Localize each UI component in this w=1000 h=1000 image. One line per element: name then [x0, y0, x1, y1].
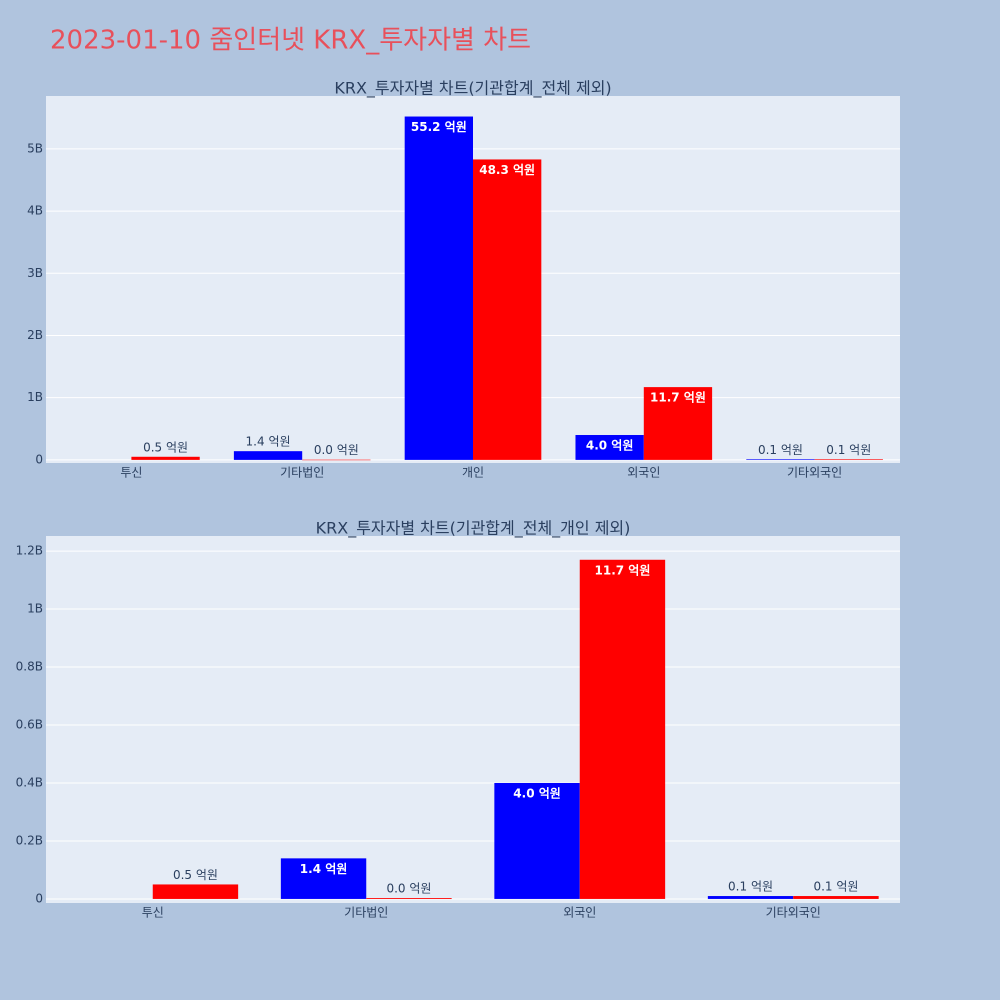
bar	[494, 782, 580, 899]
y-tick-label: 3B	[27, 266, 43, 280]
y-tick-label: 1B	[27, 390, 43, 404]
y-tick-label: 0.2B	[16, 833, 43, 847]
x-tick-label: 투신	[120, 466, 142, 480]
x-tick-label: 기타법인	[280, 466, 324, 480]
bar	[814, 459, 883, 460]
x-tick-label: 기타외국인	[787, 466, 842, 480]
bar	[746, 459, 815, 460]
bar	[643, 387, 713, 460]
bar	[473, 159, 542, 460]
bar	[793, 896, 879, 899]
bar	[707, 896, 794, 899]
y-tick-label: 1.2B	[16, 544, 43, 558]
data-label: 4.0 억원	[586, 439, 634, 453]
y-tick-label: 2B	[27, 328, 43, 342]
y-tick-label: 0.6B	[16, 718, 43, 732]
y-tick-label: 0.4B	[16, 775, 43, 789]
bar	[575, 435, 644, 460]
x-tick-label: 기타외국인	[766, 906, 821, 920]
y-tick-label: 0.8B	[16, 660, 43, 674]
y-tick-label: 0	[35, 891, 43, 905]
data-label: 4.0 억원	[513, 786, 561, 800]
data-label: 1.4 억원	[300, 862, 348, 876]
bar	[302, 459, 371, 461]
data-label: 1.4 억원	[246, 435, 291, 449]
data-label: 11.7 억원	[650, 391, 706, 405]
y-tick-label: 5B	[27, 141, 43, 155]
data-label: 0.5 억원	[173, 868, 218, 882]
data-label: 0.1 억원	[728, 880, 773, 894]
x-tick-label: 기타법인	[344, 906, 388, 920]
y-tick-label: 0	[35, 452, 43, 466]
data-label: 55.2 억원	[411, 120, 467, 134]
bar	[233, 451, 303, 460]
data-label: 0.0 억원	[314, 443, 359, 457]
plot-area	[46, 536, 900, 903]
y-tick-label: 4B	[27, 204, 43, 218]
x-tick-label: 개인	[462, 466, 484, 480]
x-tick-label: 외국인	[563, 906, 596, 920]
bar	[131, 456, 200, 460]
chart-title: KRX_투자자별 차트(기관합계_전체_개인 제외)	[316, 519, 631, 539]
y-tick-label: 1B	[27, 602, 43, 616]
bar	[366, 898, 452, 899]
page-title: 2023-01-10 줌인터넷 KRX_투자자별 차트	[50, 26, 531, 56]
data-label: 0.1 억원	[826, 443, 871, 457]
x-tick-label: 투신	[142, 906, 164, 920]
data-label: 48.3 억원	[479, 163, 535, 177]
bar	[280, 858, 367, 899]
data-label: 0.1 억원	[813, 880, 858, 894]
data-label: 0.5 억원	[143, 440, 188, 454]
data-label: 0.1 억원	[758, 443, 803, 457]
bar	[152, 884, 239, 899]
data-label: 0.0 억원	[386, 882, 431, 896]
chart-title: KRX_투자자별 차트(기관합계_전체 제외)	[334, 79, 611, 99]
bar	[404, 116, 473, 460]
x-tick-label: 외국인	[627, 466, 660, 480]
data-label: 11.7 억원	[595, 563, 651, 577]
bar	[579, 559, 666, 899]
